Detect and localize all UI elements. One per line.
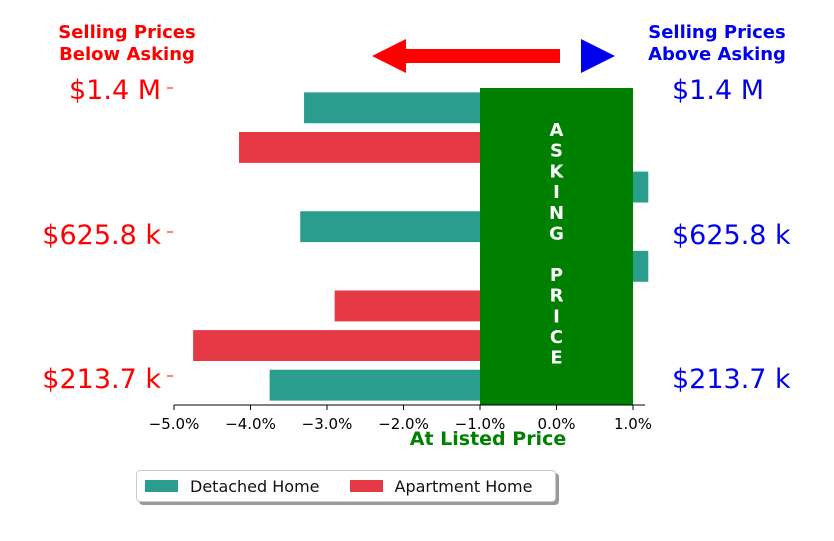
y-label-right-top: $1.4 M: [672, 75, 764, 106]
band-letter: S: [550, 141, 563, 162]
band-letter: A: [550, 120, 564, 141]
x-tick-label: 1.0%: [614, 415, 652, 433]
band-letter: R: [550, 286, 564, 307]
title-left-line2: Below Asking: [59, 44, 195, 65]
x-tick-label: −5.0%: [149, 415, 200, 433]
x-tick-label: 0.0%: [537, 415, 575, 433]
y-label-right-middle: $625.8 k: [672, 220, 791, 251]
legend-item-detached: Detached Home: [145, 477, 320, 496]
title-right-line1: Selling Prices: [648, 22, 785, 43]
band-letter: I: [553, 182, 560, 203]
band-letter: C: [550, 327, 563, 348]
title-left-line1: Selling Prices: [58, 22, 195, 43]
legend: Detached Home Apartment Home: [136, 470, 556, 502]
y-label-left-middle: $625.8 k: [42, 220, 161, 251]
band-letter: N: [549, 203, 564, 224]
arrow-right-icon: [581, 39, 615, 73]
band-letter: K: [550, 161, 565, 182]
x-tick-label: −4.0%: [225, 415, 276, 433]
y-label-left-top: $1.4 M: [69, 75, 161, 106]
legend-label-detached: Detached Home: [190, 476, 320, 496]
legend-label-apartment: Apartment Home: [394, 476, 533, 496]
x-axis-label: At Listed Price: [410, 428, 566, 450]
legend-item-apartment: Apartment Home: [349, 476, 533, 496]
y-label-right-bottom: $213.7 k: [672, 364, 791, 395]
x-tick-label: −3.0%: [302, 415, 353, 433]
x-tick-label: −1.0%: [455, 415, 506, 433]
legend-swatch-detached: [145, 480, 178, 492]
title-right-line2: Above Asking: [648, 44, 786, 65]
y-label-left-bottom: $213.7 k: [42, 364, 161, 395]
asking-price-band: [480, 88, 633, 405]
band-letter: I: [553, 306, 560, 327]
legend-swatch-apartment: [349, 480, 383, 492]
band-letter: G: [549, 224, 564, 245]
band-letter: P: [550, 265, 563, 286]
x-tick-label: −2.0%: [378, 415, 429, 433]
arrow-left-icon: [372, 39, 560, 73]
band-letter: E: [550, 348, 562, 369]
